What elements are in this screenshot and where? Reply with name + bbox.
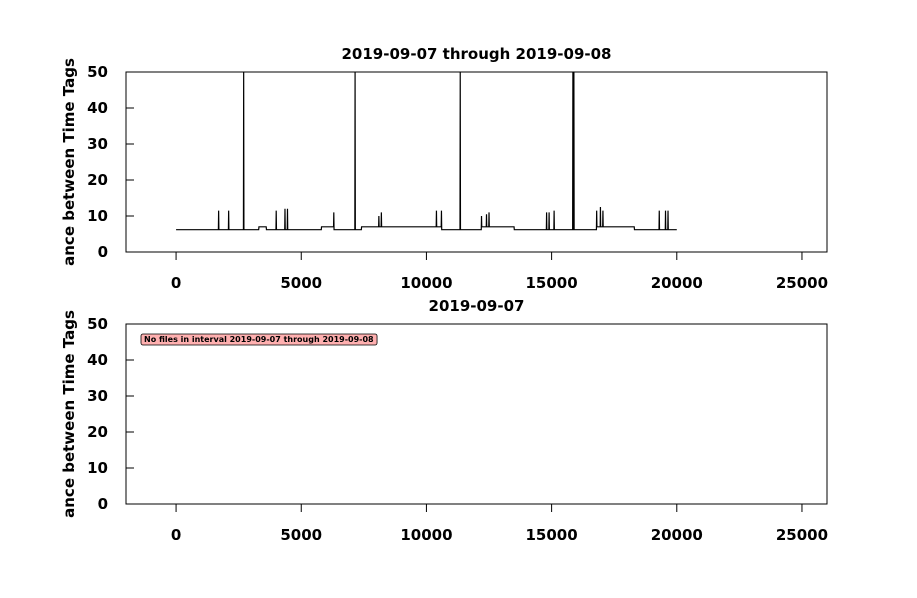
chart-title: 2019-09-07 through 2019-09-08 [342,45,612,63]
x-tick-label: 0 [171,526,181,544]
data-line [176,71,677,231]
x-tick-label: 15000 [526,526,578,544]
annotation-text: No files in interval 2019-09-07 through … [144,335,374,344]
x-tick-label: 10000 [400,274,452,292]
y-tick-label: 10 [87,207,108,225]
x-tick-label: 10000 [400,526,452,544]
x-tick-label: 0 [171,274,181,292]
y-tick-label: 20 [87,423,108,441]
x-tick-label: 20000 [651,274,703,292]
x-tick-label: 5000 [280,526,322,544]
x-tick-label: 15000 [526,274,578,292]
y-axis-label: ance between Time Tags [60,310,78,518]
annotation-box [140,333,378,346]
plot-frame [125,71,828,253]
y-tick-label: 20 [87,171,108,189]
x-tick-label: 25000 [776,526,828,544]
y-axis-label: ance between Time Tags [60,58,78,266]
y-tick-label: 10 [87,459,108,477]
y-tick-label: 50 [87,315,108,333]
x-tick-label: 5000 [280,274,322,292]
plot-frame [125,323,828,505]
x-tick-label: 25000 [776,274,828,292]
x-tick-label: 20000 [651,526,703,544]
y-tick-label: 0 [98,495,108,513]
y-tick-label: 0 [98,243,108,261]
y-tick-label: 30 [87,135,108,153]
chart-title: 2019-09-07 [429,297,525,315]
y-tick-label: 40 [87,351,108,369]
y-tick-label: 30 [87,387,108,405]
y-tick-label: 50 [87,63,108,81]
y-tick-label: 40 [87,99,108,117]
annotation: No files in interval 2019-09-07 through … [140,333,378,346]
